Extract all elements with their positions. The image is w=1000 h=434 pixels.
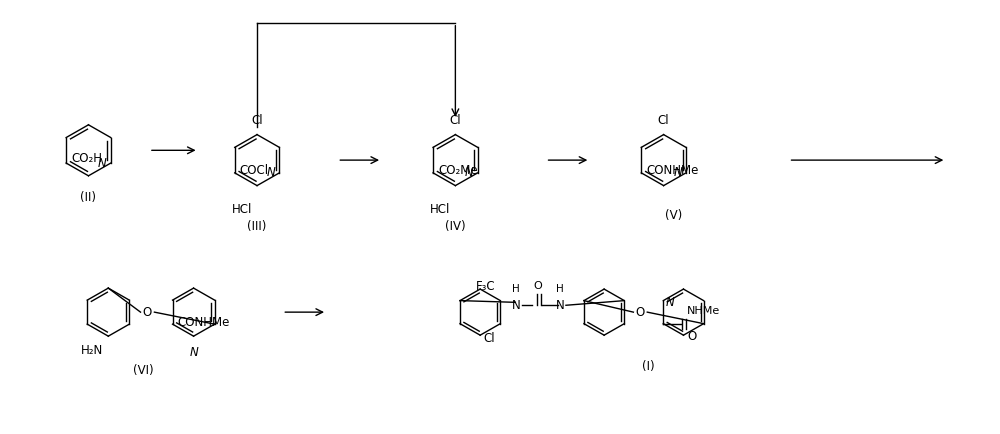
Text: O: O (143, 306, 152, 319)
Text: N: N (673, 166, 682, 179)
Text: (I): (I) (642, 360, 655, 373)
Text: H: H (556, 284, 564, 295)
Text: NHMe: NHMe (687, 306, 720, 316)
Text: N: N (465, 166, 474, 179)
Text: Cl: Cl (484, 332, 495, 345)
Text: N: N (98, 157, 107, 170)
Text: CO₂Me: CO₂Me (438, 164, 478, 178)
Text: COCl: COCl (240, 164, 269, 178)
Text: (IV): (IV) (445, 220, 466, 233)
Text: Cl: Cl (251, 114, 263, 127)
Text: (III): (III) (247, 220, 267, 233)
Text: (VI): (VI) (133, 364, 153, 377)
Text: H: H (512, 284, 520, 295)
Text: N: N (512, 299, 521, 312)
Text: Cl: Cl (450, 114, 461, 127)
Text: O: O (534, 280, 543, 290)
Text: HCl: HCl (232, 203, 252, 216)
Text: N: N (665, 296, 674, 309)
Text: CONHMe: CONHMe (177, 316, 230, 329)
Text: F₃C: F₃C (476, 280, 495, 293)
Text: CO₂H: CO₂H (71, 151, 102, 164)
Text: (V): (V) (665, 209, 682, 221)
Text: N: N (267, 166, 275, 179)
Text: CONHMe: CONHMe (646, 164, 699, 178)
Text: HCl: HCl (430, 203, 451, 216)
Text: (II): (II) (80, 191, 96, 204)
Text: N: N (189, 346, 198, 359)
Text: H₂N: H₂N (81, 344, 103, 357)
Text: N: N (556, 299, 564, 312)
Text: O: O (636, 306, 645, 319)
Text: O: O (687, 330, 696, 343)
Text: Cl: Cl (658, 114, 669, 127)
